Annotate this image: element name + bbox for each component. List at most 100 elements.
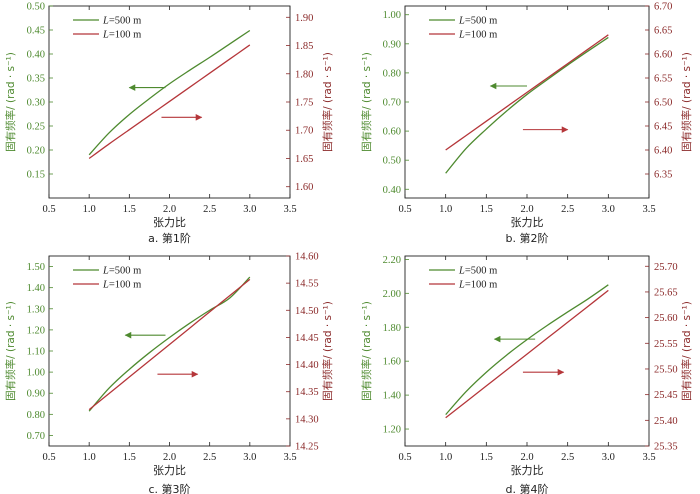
legend-variable: L — [458, 30, 465, 41]
y-right-tick-label: 25.40 — [654, 416, 678, 427]
y-left-tick-label: 1.20 — [27, 325, 45, 336]
y-left-tick-label: 1.20 — [383, 425, 401, 436]
x-tick-label: 1.0 — [439, 204, 452, 215]
x-tick-label: 1.5 — [123, 204, 136, 215]
legend-variable: L — [102, 16, 109, 27]
x-axis-title: 张力比 — [511, 464, 544, 477]
y-right-tick-label: 1.75 — [295, 98, 313, 109]
x-tick-label: 0.5 — [42, 204, 55, 215]
plot-frame — [404, 5, 650, 199]
y-axis-title-left: 固有频率/ (rad · s⁻¹) — [360, 301, 373, 401]
panel-caption: b. 第2阶 — [506, 231, 549, 245]
legend-variable: L — [102, 266, 109, 277]
x-tick-label: 1.0 — [439, 452, 452, 463]
y-right-tick-label: 25.50 — [654, 364, 678, 375]
y-right-tick-label: 1.60 — [295, 182, 313, 193]
legend-entry: L=100 m — [458, 30, 497, 41]
legend-value: =100 m — [465, 280, 497, 291]
y-right-tick-label: 6.55 — [654, 74, 672, 85]
x-tick-label: 2.0 — [520, 452, 533, 463]
legend-variable: L — [102, 30, 109, 41]
legend-entry: L=100 m — [458, 280, 497, 291]
y-left-tick-label: 1.80 — [383, 323, 401, 334]
panel-caption: c. 第3阶 — [148, 482, 190, 494]
y-axis-title-right: 固有频率/ (rad · s⁻¹) — [680, 301, 693, 401]
y-right-tick-label: 25.45 — [654, 390, 678, 401]
series-line-l500 — [88, 29, 251, 156]
y-right-tick-label: 1.65 — [295, 154, 313, 165]
x-tick-label: 2.5 — [561, 204, 574, 215]
y-left-tick-label: 0.40 — [383, 185, 401, 196]
x-tick-label: 2.0 — [163, 452, 176, 463]
x-tick-label: 0.5 — [398, 204, 411, 215]
x-tick-label: 1.0 — [83, 204, 96, 215]
y-left-tick-label: 0.90 — [27, 389, 45, 400]
y-axis-title-right: 固有频率/ (rad · s⁻¹) — [680, 52, 693, 152]
y-left-tick-label: 1.10 — [27, 347, 45, 358]
y-right-tick-label: 25.60 — [654, 313, 678, 324]
y-left-tick-label: 2.00 — [383, 289, 401, 300]
y-right-tick-label: 14.60 — [295, 252, 319, 263]
legend-variable: L — [458, 280, 465, 291]
y-right-tick-label: 6.50 — [654, 98, 672, 109]
x-tick-label: 3.5 — [283, 204, 296, 215]
y-right-tick-label: 14.55 — [295, 279, 319, 290]
y-left-tick-label: 0.70 — [27, 431, 45, 442]
y-left-tick-label: 0.90 — [383, 39, 401, 50]
x-tick-label: 3.0 — [243, 452, 256, 463]
y-right-tick-label: 25.65 — [654, 287, 678, 298]
panel-caption: d. 第4阶 — [506, 482, 549, 494]
y-right-tick-label: 1.85 — [295, 41, 313, 52]
y-right-tick-label: 6.35 — [654, 170, 672, 181]
y-right-tick-label: 14.40 — [295, 360, 319, 371]
x-tick-label: 2.5 — [561, 452, 574, 463]
series-line-l100 — [88, 278, 251, 411]
y-left-tick-label: 1.40 — [27, 283, 45, 294]
y-right-tick-label: 25.35 — [654, 442, 678, 453]
chart-panel-3: 0.5 1.0 1.5 2.0 2.5 3.0 3.5 0.70 0.80 0.90 1.00 1.1… — [4, 252, 334, 494]
y-right-tick-label: 14.35 — [295, 387, 319, 398]
chart-panel-4: 0.5 1.0 1.5 2.0 2.5 3.0 3.5 1.20 1.40 1.60 1.80 2.0… — [360, 255, 693, 494]
y-left-tick-label: 1.00 — [383, 10, 401, 21]
x-tick-label: 1.5 — [480, 452, 493, 463]
series-line-l100 — [88, 44, 251, 159]
y-left-tick-label: 0.30 — [27, 98, 45, 109]
y-left-tick-label: 1.60 — [383, 357, 401, 368]
series-line-l500 — [88, 276, 251, 412]
y-left-tick-label: 0.45 — [27, 26, 45, 37]
x-tick-label: 2.5 — [203, 452, 216, 463]
y-right-tick-label: 14.50 — [295, 306, 319, 317]
y-right-tick-label: 25.55 — [654, 339, 678, 350]
x-axis-title: 张力比 — [511, 216, 544, 229]
x-tick-label: 1.5 — [123, 452, 136, 463]
chart-panel-2: 0.5 1.0 1.5 2.0 2.5 3.0 3.5 0.40 0.50 0.60 0.70 0.8… — [360, 2, 693, 246]
x-tick-label: 3.0 — [602, 204, 615, 215]
y-right-tick-label: 1.70 — [295, 126, 313, 137]
y-left-tick-label: 1.50 — [27, 262, 45, 273]
y-right-tick-label: 25.70 — [654, 262, 678, 273]
y-left-tick-label: 0.70 — [383, 98, 401, 109]
legend-entry: L=500 m — [458, 266, 497, 277]
y-axis-title-left: 固有频率/ (rad · s⁻¹) — [4, 301, 17, 401]
panel-caption: a. 第1阶 — [148, 231, 191, 245]
x-tick-label: 0.5 — [398, 452, 411, 463]
legend-value: =500 m — [109, 16, 141, 27]
legend-entry: L=500 m — [458, 16, 497, 27]
legend-value: =500 m — [465, 16, 497, 27]
legend-value: =500 m — [465, 266, 497, 277]
y-left-tick-label: 1.00 — [27, 368, 45, 379]
x-tick-label: 0.5 — [42, 452, 55, 463]
y-right-tick-label: 14.30 — [295, 414, 319, 425]
x-axis-title: 张力比 — [153, 464, 186, 477]
x-tick-label: 3.5 — [642, 204, 655, 215]
y-right-tick-label: 1.90 — [295, 13, 313, 24]
x-tick-label: 3.0 — [602, 452, 615, 463]
y-left-tick-label: 0.15 — [27, 170, 45, 181]
y-left-tick-label: 0.80 — [27, 410, 45, 421]
series-line-l100 — [445, 34, 609, 151]
y-right-tick-label: 6.65 — [654, 26, 672, 37]
x-axis-title: 张力比 — [153, 216, 186, 229]
x-tick-label: 3.5 — [283, 452, 296, 463]
legend-entry: L=500 m — [102, 16, 141, 27]
legend-entry: L=100 m — [102, 30, 141, 41]
